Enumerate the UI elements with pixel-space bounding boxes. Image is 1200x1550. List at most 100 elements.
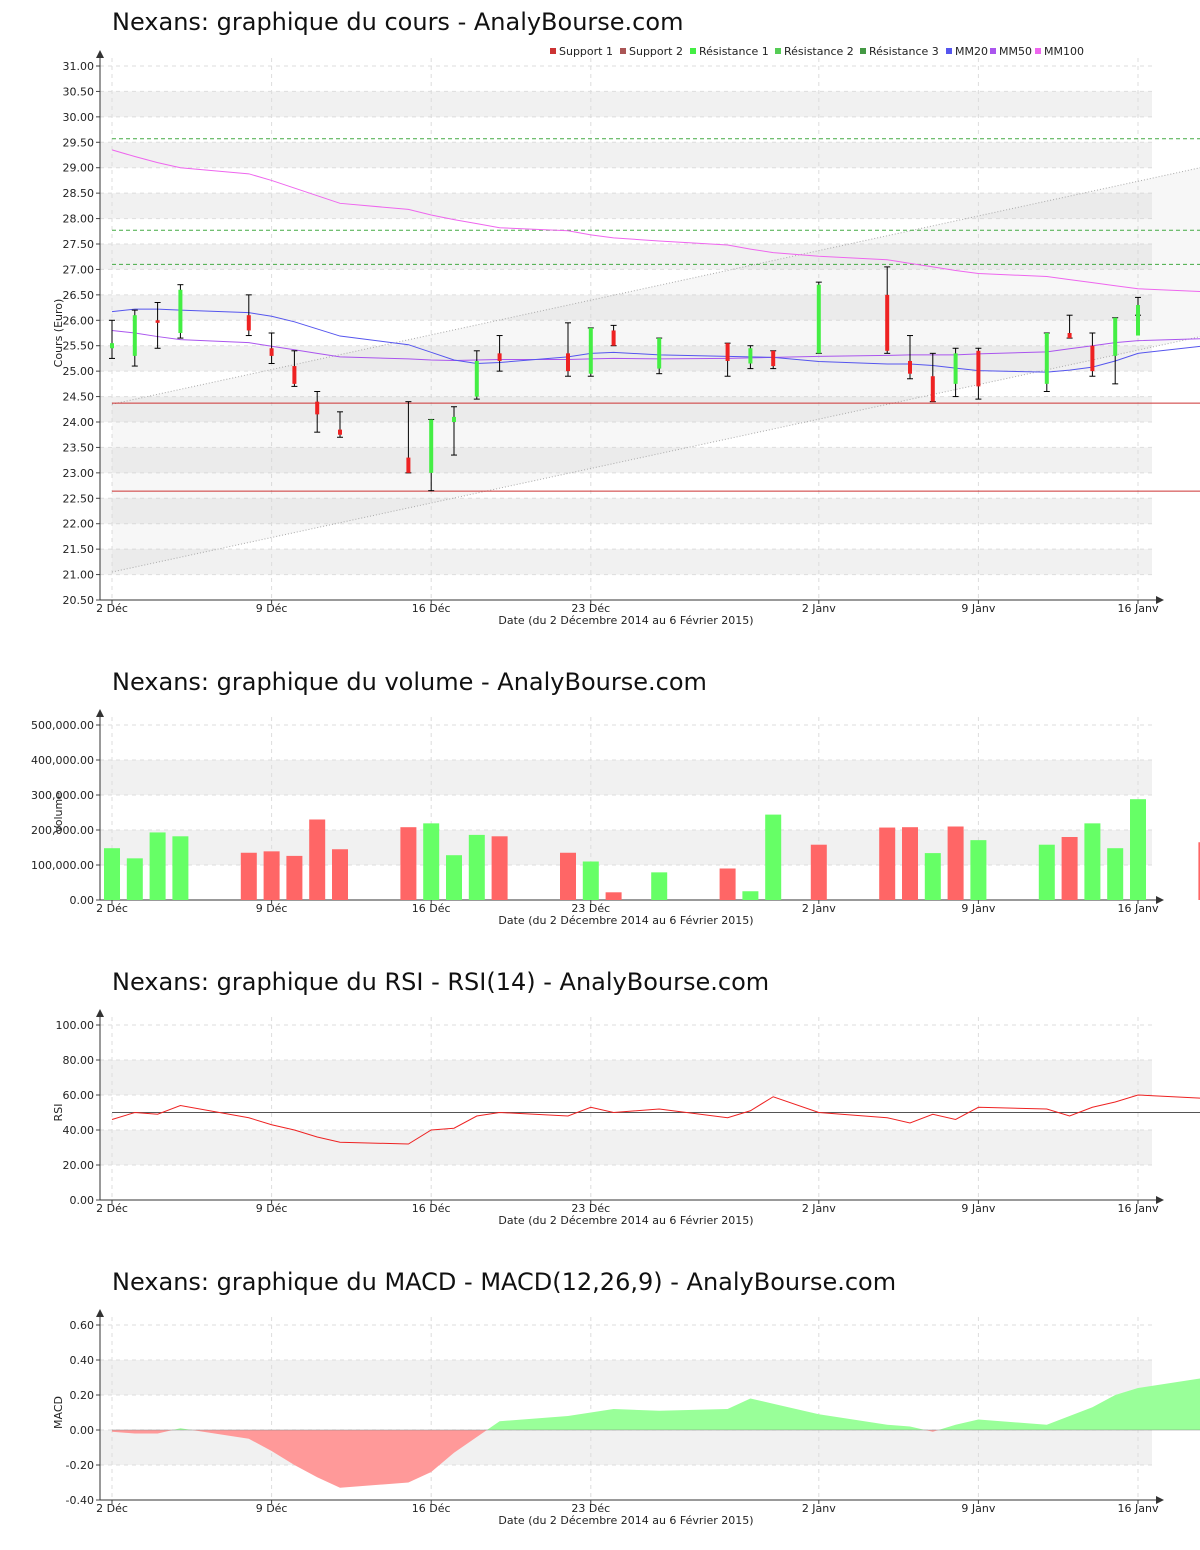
y-tick-label: 0.00 (70, 894, 95, 907)
x-tick-label: 2 Déc (96, 1502, 128, 1515)
price-chart: 20.50 21.00 21.50 22.00 22.50 23.00 23.50 24.00… (52, 45, 1200, 627)
volume-bar (719, 868, 736, 900)
candle-body (132, 315, 137, 356)
volume-bar (468, 834, 485, 900)
x-tick-label: 9 Déc (256, 1502, 288, 1515)
volume-bar (446, 855, 462, 900)
volume-bar (400, 827, 417, 900)
x-axis-label: Date (du 2 Décembre 2014 au 6 Février 20… (498, 614, 753, 627)
y-tick-label: 80.00 (63, 1054, 95, 1067)
legend-label: MM100 (1044, 45, 1084, 58)
candle-body (452, 416, 456, 422)
y-tick-label: 26.50 (63, 289, 95, 302)
y-tick-label: 0.00 (70, 1194, 95, 1207)
volume-bar (1061, 837, 1078, 900)
volume-bar (1038, 844, 1055, 900)
candle-body (771, 350, 776, 367)
y-tick-label: 500,000.00 (31, 719, 94, 732)
rsi-line (111, 1094, 1200, 1145)
x-tick-label: 16 Janv (1118, 902, 1159, 915)
legend-label: MM20 (955, 45, 988, 58)
y-tick-label: 20.50 (63, 594, 95, 607)
x-tick-label: 9 Janv (961, 902, 995, 915)
grid-band (100, 244, 1152, 270)
x-axis-label: Date (du 2 Décembre 2014 au 6 Février 20… (498, 1214, 753, 1227)
candle-body (1113, 317, 1118, 356)
y-tick-label: 300,000.00 (31, 789, 94, 802)
x-tick-label: 23 Déc (571, 602, 610, 615)
volume-bar (286, 855, 303, 900)
y-tick-label: -0.40 (66, 1494, 94, 1507)
legend-label: MM50 (999, 45, 1032, 58)
grid-band (100, 549, 1152, 575)
x-tick-label: 2 Janv (802, 1502, 836, 1515)
macd-positive-area (486, 1398, 926, 1430)
volume-bar (491, 836, 508, 900)
candle-body (155, 320, 160, 323)
rsi-chart-title: Nexans: graphique du RSI - RSI(14) - Ana… (112, 968, 770, 996)
x-axis-arrow (1156, 896, 1164, 904)
x-tick-label: 16 Déc (412, 902, 451, 915)
volume-bar (902, 827, 918, 900)
y-tick-label: 23.00 (63, 467, 95, 480)
x-tick-label: 2 Janv (802, 1202, 836, 1215)
candle-body (1044, 333, 1049, 384)
y-tick-label: 100,000.00 (31, 859, 94, 872)
grid-band (100, 1360, 1152, 1395)
rsi-chart: 0.00 20.00 40.00 60.00 80.00 100.00 2 Déc 9 Déc… (52, 1009, 1200, 1227)
grid-band (100, 193, 1152, 219)
x-tick-label: 16 Janv (1118, 1502, 1159, 1515)
grid-band (100, 396, 1152, 422)
volume-bar (765, 814, 782, 900)
volume-bar (172, 836, 189, 900)
candle-body (246, 315, 251, 331)
volume-bar (742, 891, 759, 900)
x-axis-label: Date (du 2 Décembre 2014 au 6 Février 20… (498, 914, 753, 927)
y-tick-label: -0.20 (66, 1459, 94, 1472)
candle-body (816, 284, 821, 354)
volume-bar (1084, 823, 1101, 900)
price-chart-title: Nexans: graphique du cours - AnalyBourse… (112, 8, 684, 36)
y-tick-label: 200,000.00 (31, 824, 94, 837)
x-tick-label: 9 Janv (961, 1502, 995, 1515)
legend-swatch (860, 48, 866, 54)
x-tick-label: 2 Janv (802, 602, 836, 615)
y-tick-label: 27.00 (63, 263, 95, 276)
x-tick-label: 16 Déc (412, 1502, 451, 1515)
y-tick-label: 21.00 (63, 569, 95, 582)
trend-channel (112, 167, 1200, 573)
candle-body (429, 419, 434, 473)
x-tick-label: 16 Déc (412, 602, 451, 615)
y-tick-label: 25.00 (63, 365, 95, 378)
x-axis-arrow (1156, 1496, 1164, 1504)
y-tick-label: 22.00 (63, 518, 95, 531)
grid-band (100, 1060, 1152, 1095)
x-axis-arrow (1156, 596, 1164, 604)
x-tick-label: 2 Déc (96, 602, 128, 615)
grid-band (100, 760, 1152, 795)
grid-band (100, 294, 1152, 321)
y-tick-label: 40.00 (63, 1124, 95, 1137)
candle-body (725, 343, 730, 361)
x-axis-label: Date (du 2 Décembre 2014 au 6 Février 20… (498, 1514, 753, 1527)
volume-bar (924, 853, 941, 900)
x-tick-label: 23 Déc (571, 1202, 610, 1215)
volume-bar (1198, 842, 1200, 900)
legend-label: Résistance 1 (699, 45, 769, 58)
y-tick-label: 0.20 (70, 1389, 95, 1402)
candle-body (657, 338, 662, 369)
macd-negative-area (925, 1430, 939, 1432)
x-tick-label: 9 Janv (961, 602, 995, 615)
x-tick-label: 23 Déc (571, 1502, 610, 1515)
y-axis-arrow (96, 1009, 104, 1017)
candle-body (588, 327, 593, 374)
volume-bar (423, 823, 440, 900)
x-tick-label: 16 Déc (412, 1202, 451, 1215)
candle-body (566, 353, 570, 372)
legend-swatch (1035, 48, 1041, 54)
y-tick-label: 24.50 (63, 391, 95, 404)
legend-swatch (946, 48, 952, 54)
x-tick-label: 9 Déc (256, 1202, 288, 1215)
y-tick-label: 20.00 (63, 1159, 95, 1172)
y-tick-label: 30.00 (63, 111, 95, 124)
